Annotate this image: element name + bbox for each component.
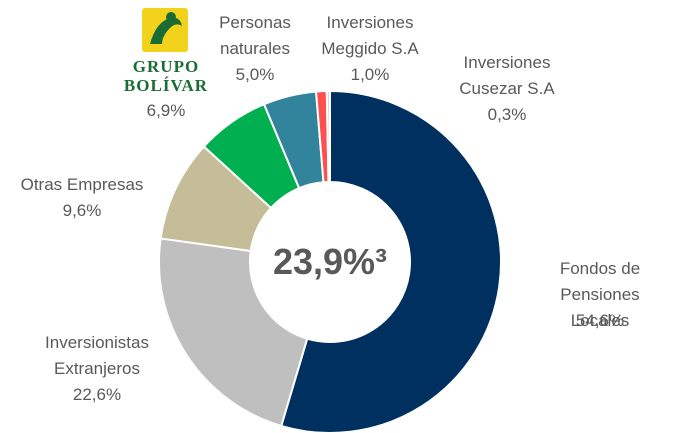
donut-slice <box>280 89 502 433</box>
slice-value-label: 22,6% <box>72 385 122 404</box>
slice-value-label: 5,0% <box>235 65 275 84</box>
center-annotation: 23,9%³ <box>272 241 388 282</box>
donut-slice <box>325 89 331 184</box>
slice-label: Inversionistas Extranjeros <box>45 333 149 378</box>
slice-label: Inversiones Meggido S.A <box>321 13 419 58</box>
logo-icon <box>142 8 188 52</box>
slice-value-label: 0,3% <box>487 105 527 124</box>
slice-value-label: 9,6% <box>62 201 102 220</box>
slice-label: Personas naturales <box>219 13 291 58</box>
slice-label: Fondos de Pensiones Locales <box>559 259 641 330</box>
slice-label: GRUPO BOLÍVAR <box>123 57 209 95</box>
slice-value-label: 6,9% <box>146 101 186 120</box>
slice-label: Otras Empresas <box>20 175 144 194</box>
slice-value-label: 1,0% <box>350 65 390 84</box>
slice-label: Inversiones Cusezar S.A <box>459 53 555 98</box>
donut-slice <box>158 237 309 428</box>
slice-value-label: 54,6% <box>575 311 625 330</box>
